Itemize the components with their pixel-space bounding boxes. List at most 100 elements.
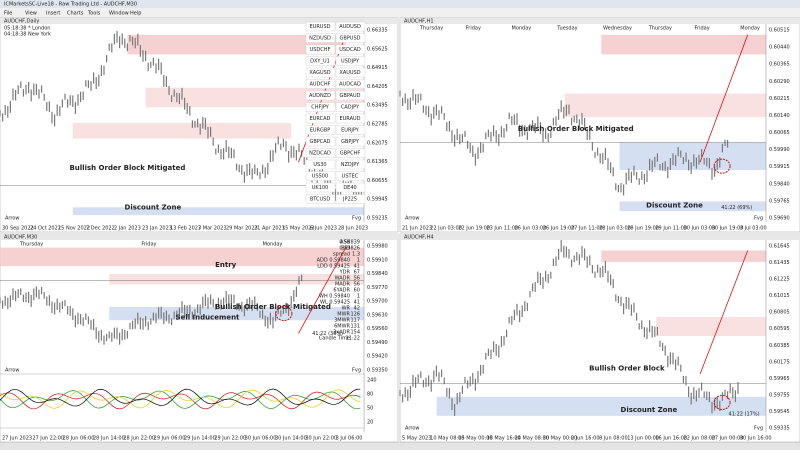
symbol[interactable]: EURCAD <box>310 116 331 122</box>
symbol[interactable]: GBPUSD <box>339 36 360 42</box>
time-label: 13 Feb 2023 <box>170 226 201 232</box>
symbol[interactable]: UK100 <box>312 185 328 191</box>
symbol[interactable]: BTCUSD <box>310 197 331 203</box>
price-tick: 0.59560 <box>367 326 388 332</box>
footer-label: Fvg <box>754 216 763 222</box>
symbol[interactable]: US500 <box>312 174 328 180</box>
price-tick: 0.59630 <box>367 312 388 318</box>
time-label: 3 Jul 03:00 <box>740 226 767 232</box>
symbol-button[interactable] <box>305 194 336 204</box>
symbol-button[interactable] <box>305 148 336 158</box>
menu-item[interactable]: Tools <box>87 11 101 17</box>
menu-item[interactable]: Insert <box>46 11 60 17</box>
zone <box>109 274 364 285</box>
symbol-button[interactable] <box>335 159 366 170</box>
chart-header <box>0 234 398 240</box>
symbol-button[interactable] <box>335 79 366 89</box>
symbol-button[interactable] <box>335 182 366 193</box>
symbol[interactable]: EURGBP <box>310 128 331 134</box>
symbol-button[interactable] <box>305 171 336 181</box>
symbol-button[interactable] <box>335 136 366 147</box>
symbol-button[interactable] <box>305 102 336 112</box>
symbol-button[interactable] <box>305 90 336 101</box>
zone <box>656 317 766 336</box>
price-tick: 0.59990 <box>769 147 790 153</box>
symbol[interactable]: USDCAD <box>339 47 361 53</box>
symbol-button[interactable] <box>305 44 336 55</box>
price-tick: 0.60515 <box>769 28 790 34</box>
symbol[interactable]: CADJPY <box>341 105 360 111</box>
symbol-button[interactable] <box>305 67 336 78</box>
stat: LDD 0.59425 <box>317 264 350 270</box>
window-title: ICMarketsSC-Live18 - Raw Trading Ltd - A… <box>4 2 137 8</box>
time-label: 28 Jun 2023 <box>338 226 368 232</box>
symbol-button[interactable] <box>335 67 366 78</box>
symbol[interactable]: US30 <box>313 162 326 168</box>
symbol[interactable]: USTEC <box>342 174 359 180</box>
symbol[interactable]: XAUUSD <box>339 70 360 76</box>
annotation: Entry <box>215 261 237 269</box>
symbol-button[interactable] <box>335 113 366 124</box>
symbol-button[interactable] <box>335 148 366 158</box>
symbol[interactable]: EURJPY <box>341 128 360 134</box>
symbol-button[interactable] <box>305 182 336 193</box>
symbol[interactable]: NZDJPY <box>341 162 360 168</box>
symbol[interactable]: EURAUD <box>339 116 360 122</box>
symbol-button[interactable] <box>335 102 366 112</box>
annotation: 41:22 (69%) <box>721 205 752 211</box>
symbol[interactable]: DE40 <box>343 185 356 191</box>
stat: WR <box>342 306 351 312</box>
symbol-button[interactable] <box>335 90 366 101</box>
symbol-button[interactable] <box>335 44 366 55</box>
day-label: Friday <box>695 26 710 32</box>
symbol[interactable]: AUDCAD <box>339 82 361 88</box>
menu-item[interactable]: View <box>25 11 37 17</box>
price-tick: 0.59965 <box>769 376 790 382</box>
symbol[interactable]: GBPCAD <box>309 139 330 145</box>
symbol[interactable]: NZDUSD <box>309 36 331 42</box>
symbol-button[interactable] <box>335 21 366 32</box>
symbol-button[interactable] <box>305 21 336 32</box>
price-tick: 0.59840 <box>769 181 790 187</box>
symbol[interactable]: JP225 <box>342 197 357 203</box>
symbol[interactable]: USDCHF <box>310 47 331 53</box>
symbol-button[interactable] <box>305 136 336 147</box>
symbol[interactable]: XAGUSD <box>309 70 330 76</box>
symbol[interactable]: AUDNZD <box>309 93 331 99</box>
symbol-button[interactable] <box>305 125 336 135</box>
symbol-button[interactable] <box>305 159 336 170</box>
symbol-button[interactable] <box>305 79 336 89</box>
symbol[interactable]: NZDCAD <box>309 151 331 157</box>
price-tick: 0.60175 <box>769 359 790 365</box>
time-label: 30 Sep 2022 <box>2 226 34 232</box>
symbol-button[interactable] <box>335 194 366 204</box>
symbol[interactable]: GBPAUD <box>340 93 361 99</box>
symbol-button[interactable] <box>335 56 366 66</box>
symbol-button[interactable] <box>305 33 336 43</box>
price-tick: 0.59335 <box>769 426 790 432</box>
symbol[interactable]: AUDUSD <box>339 24 361 30</box>
symbol[interactable]: DXY_U1 <box>310 59 330 65</box>
symbol[interactable]: EURUSD <box>310 24 331 30</box>
symbol-button[interactable] <box>305 56 336 66</box>
symbol[interactable]: GBPCHF <box>340 151 361 157</box>
zone <box>601 34 766 55</box>
symbol[interactable]: CHFJPY <box>311 105 330 111</box>
symbol-button[interactable] <box>335 125 366 135</box>
menu-item[interactable]: File <box>4 11 12 17</box>
time-label: 2 Jan 2023 <box>114 226 141 232</box>
time-label: 28 Jun 19:00 <box>627 226 659 232</box>
symbol[interactable]: USDJPY <box>341 59 360 65</box>
arrow <box>699 250 749 375</box>
symbol[interactable]: AUDCHF <box>309 82 330 88</box>
symbol-button[interactable] <box>305 113 336 124</box>
menu-item[interactable]: Help <box>130 11 141 17</box>
price-tick: 0.60655 <box>367 178 388 184</box>
menu-item[interactable]: Window <box>109 11 129 17</box>
menu-item[interactable]: Charts <box>67 11 84 17</box>
stat: 42 <box>354 306 360 312</box>
stat: ADD 0.59840 <box>317 258 350 264</box>
symbol-button[interactable] <box>335 171 366 181</box>
symbol[interactable]: GBPJPY <box>341 139 360 145</box>
symbol-button[interactable] <box>335 33 366 43</box>
